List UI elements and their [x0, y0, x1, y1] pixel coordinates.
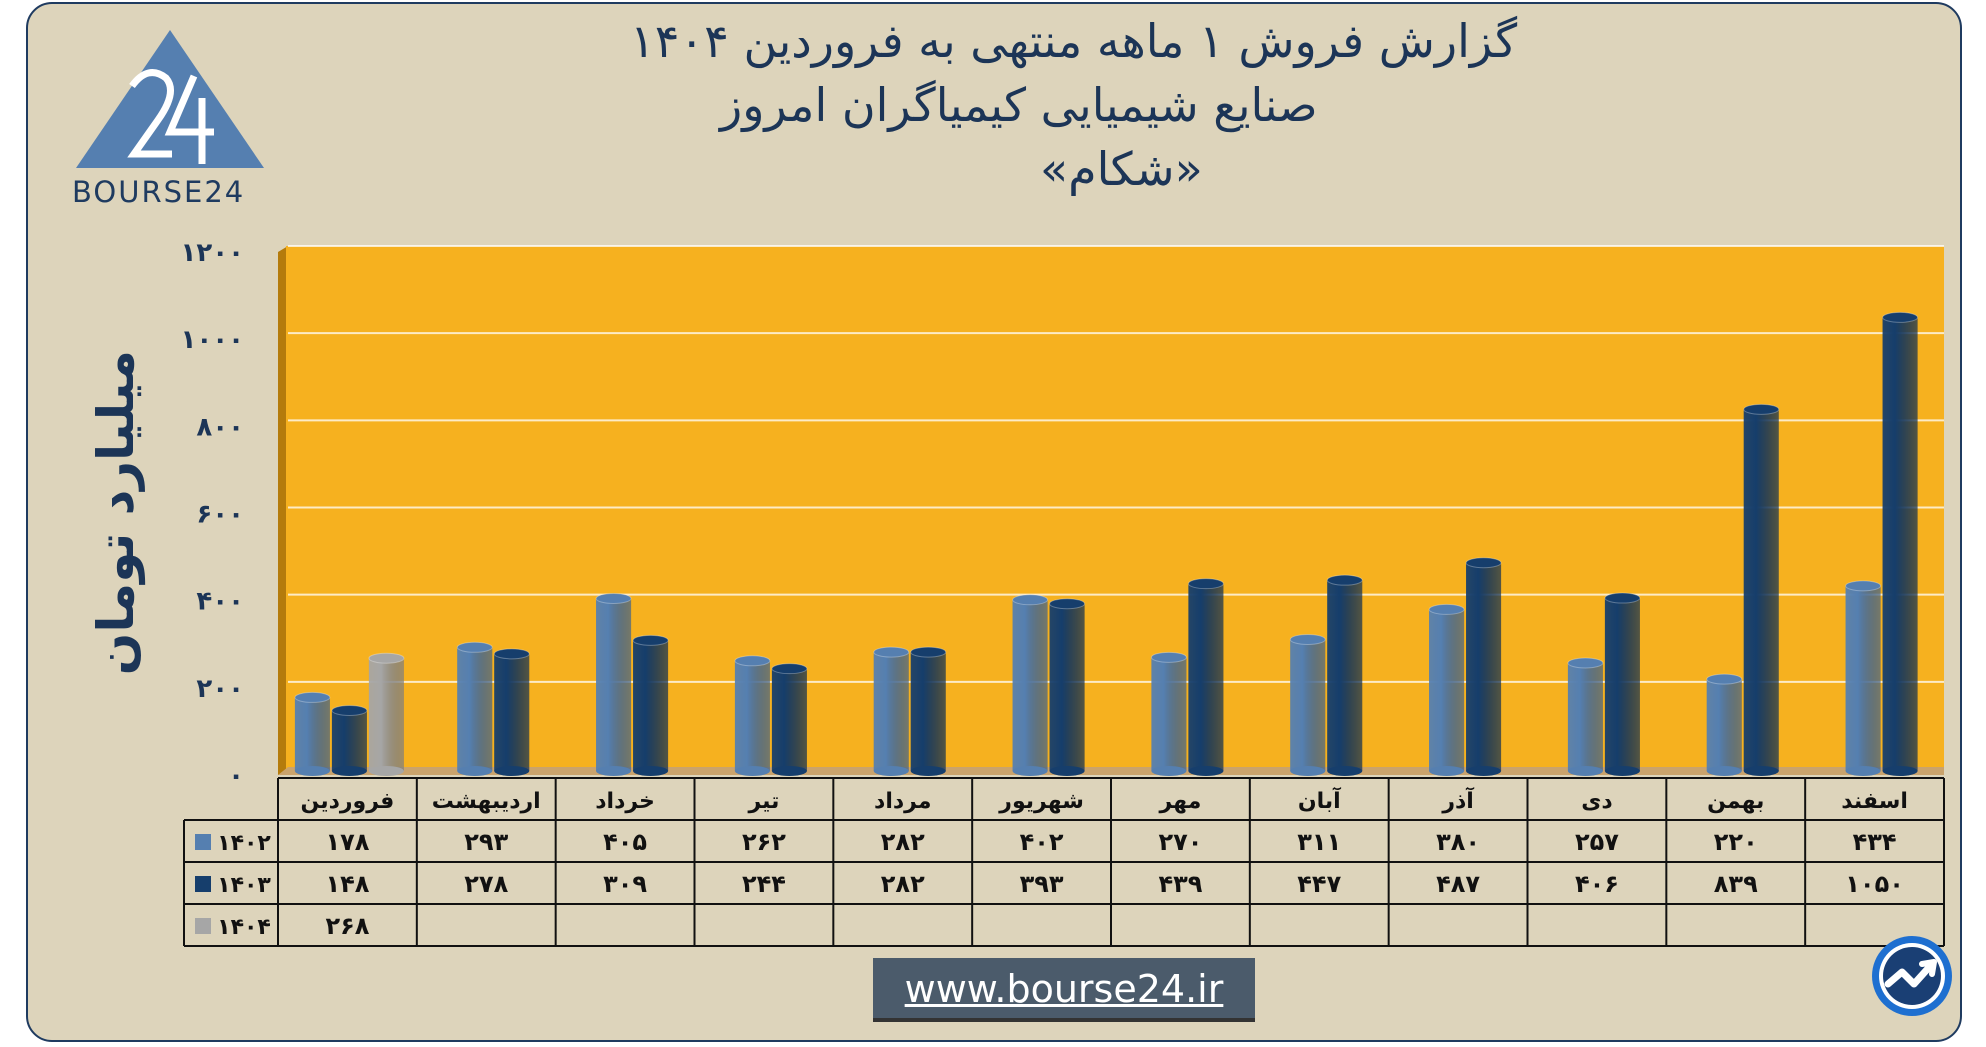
bar-2 — [1882, 311, 1919, 776]
data-label: ۱۴۸ — [325, 870, 369, 898]
bar-2 — [1743, 403, 1780, 776]
bourse24-triangle-logo — [76, 30, 264, 168]
bar-3 — [368, 652, 405, 776]
data-label: ۴۰۶ — [1575, 870, 1619, 898]
bar-1 — [873, 646, 910, 776]
plot-floor — [278, 767, 1944, 775]
data-label: ۲۶۲ — [742, 828, 786, 856]
data-label: ۴۸۷ — [1436, 870, 1480, 898]
chart-title-line-2: صنایع شیمیایی کیمیاگران امروز — [720, 78, 1318, 132]
bar-1 — [1150, 651, 1187, 776]
data-label: ۴۰۲ — [1020, 828, 1064, 856]
legend-label: ۱۴۰۴ — [217, 915, 271, 940]
data-label: ۲۷۸ — [464, 870, 508, 898]
bar-2 — [1465, 557, 1502, 776]
chart-title-line-3: «شکام» — [1040, 142, 1203, 196]
data-label: ۳۰۹ — [603, 870, 647, 898]
x-category-label: دی — [1581, 789, 1612, 814]
bar-2 — [493, 648, 530, 776]
x-category-label: مهر — [1158, 789, 1201, 814]
bar-1 — [1706, 673, 1743, 776]
data-label: ۲۶۸ — [325, 912, 369, 940]
bar-1 — [456, 641, 493, 776]
data-label: ۲۵۷ — [1575, 828, 1619, 856]
x-category-label: اسفند — [1841, 789, 1908, 814]
bar-2 — [1326, 574, 1363, 776]
data-label: ۳۸۰ — [1436, 828, 1480, 856]
data-label: ۴۳۴ — [1853, 828, 1897, 856]
legend-swatch — [195, 918, 211, 934]
bar-2 — [1187, 578, 1224, 776]
x-category-label: فروردین — [301, 789, 395, 814]
bar-1 — [1428, 603, 1465, 776]
y-tick-label: ۰ — [228, 761, 244, 791]
y-tick-label: ۸۰۰ — [196, 412, 244, 442]
data-label: ۴۰۵ — [603, 828, 647, 856]
legend-swatch — [195, 876, 211, 892]
legend-swatch — [195, 834, 211, 850]
data-label: ۲۸۲ — [881, 870, 925, 898]
bar-1 — [294, 691, 331, 776]
x-category-label: بهمن — [1707, 789, 1764, 814]
x-category-label: تیر — [747, 789, 779, 814]
bar-1 — [1845, 580, 1882, 776]
bar-2 — [331, 704, 368, 776]
data-label: ۳۹۳ — [1020, 870, 1064, 898]
data-label: ۸۳۹ — [1714, 870, 1758, 898]
bar-2 — [1049, 598, 1086, 776]
x-category-label: خرداد — [595, 789, 655, 814]
data-label: ۲۸۲ — [881, 828, 925, 856]
y-tick-label: ۶۰۰ — [196, 500, 244, 530]
y-tick-label: ۱۰۰۰ — [181, 325, 244, 355]
website-url[interactable]: www.bourse24.ir — [873, 958, 1255, 1022]
data-label: ۲۲۰ — [1714, 828, 1758, 856]
website-url-text[interactable]: www.bourse24.ir — [904, 967, 1224, 1011]
bar-2 — [632, 634, 669, 776]
data-label: ۳۱۱ — [1297, 828, 1341, 856]
x-category-label: مرداد — [874, 789, 931, 814]
data-label: ۴۴۷ — [1297, 870, 1341, 898]
bar-1 — [1289, 633, 1326, 776]
data-label: ۱۰۵۰ — [1845, 870, 1904, 898]
logo-text: BOURSE24 — [72, 175, 246, 209]
y-tick-label: ۲۰۰ — [196, 674, 244, 704]
data-label: ۲۹۳ — [464, 828, 508, 856]
data-label: ۱۷۸ — [325, 828, 369, 856]
bar-1 — [1012, 594, 1049, 776]
data-label: ۴۳۹ — [1158, 870, 1202, 898]
bar-2 — [771, 663, 808, 776]
bourse24-circle-arrow-icon[interactable] — [1870, 934, 1954, 1018]
y-tick-label: ۱۲۰۰ — [181, 238, 244, 268]
chart-title-line-1: گزارش فروش ۱ ماهه منتهی به فروردین ۱۴۰۴ — [630, 14, 1518, 68]
data-label: ۲۴۴ — [742, 870, 786, 898]
x-category-label: اردیبهشت — [432, 789, 541, 814]
bar-1 — [734, 655, 771, 776]
bar-2 — [1604, 592, 1641, 776]
bar-1 — [595, 592, 632, 776]
x-category-label: شهریور — [998, 789, 1084, 814]
x-category-label: آذر — [1441, 786, 1474, 814]
y-tick-label: ۴۰۰ — [196, 587, 244, 617]
data-label: ۲۷۰ — [1158, 828, 1202, 856]
bar-2 — [910, 646, 947, 776]
bar-1 — [1567, 657, 1604, 776]
x-category-label: آبان — [1298, 786, 1341, 814]
legend-label: ۱۴۰۳ — [217, 873, 271, 898]
legend-label: ۱۴۰۲ — [217, 831, 271, 856]
plot-side-wall — [278, 246, 288, 775]
